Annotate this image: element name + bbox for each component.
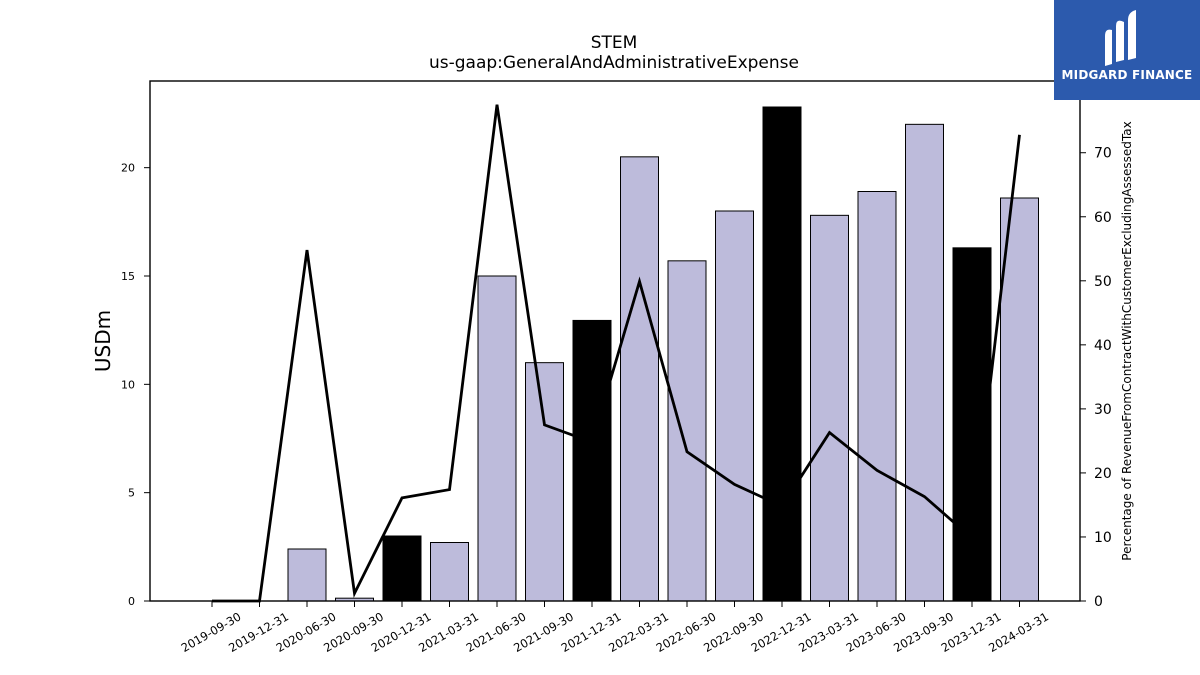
- y-tick-label: 0: [128, 595, 135, 608]
- brand-logo: MIDGARD FINANCE: [1054, 0, 1200, 100]
- chart-title: STEM: [591, 33, 638, 53]
- bar-2020-06-30: [287, 548, 327, 602]
- y2-axis-label: Percentage of RevenueFromContractWithCus…: [1120, 121, 1134, 560]
- bar-2022-06-30: [667, 260, 707, 602]
- bar-2023-06-30: [857, 191, 897, 602]
- y-axis: 0 5 10 15 20: [121, 162, 150, 608]
- chart-subtitle: us-gaap:GeneralAndAdministrativeExpense: [429, 53, 799, 73]
- y2-tick-label: 60: [1094, 210, 1112, 226]
- bar-2023-09-30: [905, 123, 944, 602]
- y2-tick-label: 30: [1094, 402, 1112, 418]
- y2-tick-label: 20: [1094, 466, 1112, 482]
- bar-2021-12-31: [572, 319, 612, 602]
- line-path: [212, 104, 1021, 603]
- bar-2021-03-31: [430, 542, 469, 602]
- bar-2022-03-31: [620, 156, 659, 602]
- y-axis-label: USDm: [91, 310, 115, 372]
- y2-tick-label: 50: [1094, 274, 1112, 290]
- y-tick-label: 10: [121, 378, 135, 391]
- y2-tick-label: 40: [1094, 338, 1112, 354]
- y-tick-label: 20: [121, 162, 135, 175]
- bar-2023-03-31: [810, 214, 849, 602]
- bar-2020-12-31: [382, 535, 422, 602]
- logo-mark-icon: [1105, 10, 1136, 67]
- line-series: [212, 104, 1021, 603]
- y2-tick-label: 70: [1094, 146, 1112, 162]
- y2-tick-label: 10: [1094, 530, 1112, 546]
- y2-axis: 0 10 20 30 40 50 60 70: [1080, 146, 1112, 610]
- bar-2022-12-31: [762, 106, 802, 602]
- plot-frame: [149, 80, 1081, 602]
- logo-text: MIDGARD FINANCE: [1061, 68, 1193, 82]
- x-axis: 2019-09-302019-12-312020-06-302020-09-30…: [179, 601, 1051, 655]
- y-tick-label: 5: [128, 487, 135, 500]
- y-tick-label: 15: [121, 270, 135, 283]
- bar-series: [287, 106, 1039, 602]
- bar-2021-06-30: [477, 275, 517, 602]
- y2-tick-label: 0: [1094, 594, 1103, 610]
- bar-2021-09-30: [525, 362, 564, 602]
- bar-2022-09-30: [715, 210, 754, 602]
